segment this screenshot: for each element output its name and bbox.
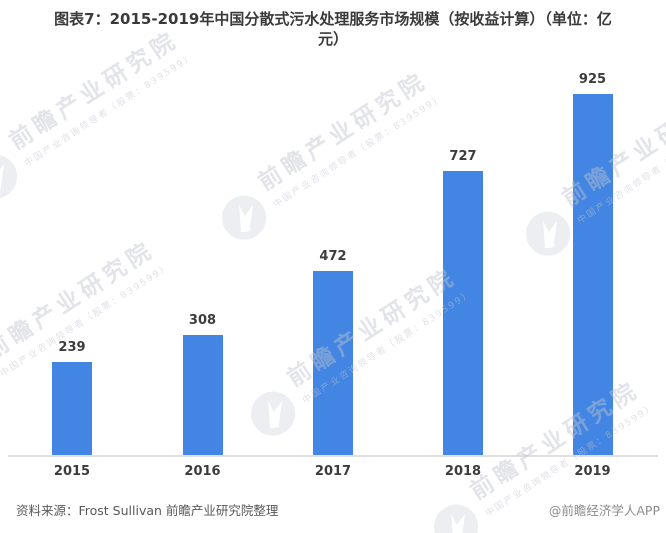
bar-2017 — [313, 271, 353, 455]
x-axis-line — [8, 455, 658, 457]
bar-2018 — [443, 171, 483, 455]
x-tick-label: 2017 — [314, 464, 352, 479]
bar-2016 — [182, 335, 223, 455]
bar-2019 — [572, 94, 613, 455]
x-tick-label: 2018 — [444, 464, 482, 479]
x-tick-label: 2019 — [574, 464, 611, 479]
bar-value-label: 925 — [578, 72, 607, 87]
bar-value-label: 239 — [58, 340, 86, 355]
brand-text: @前瞻经济学人APP — [548, 503, 660, 518]
x-tick-label: 2016 — [184, 464, 221, 479]
bar-value-label: 472 — [319, 249, 347, 264]
x-tick-label: 2015 — [53, 464, 91, 479]
bar-2015 — [52, 362, 92, 455]
chart-title: 图表7：2015-2019年中国分散式污水处理服务市场规模（按收益计算）（单位：… — [0, 10, 666, 49]
chart-title-line1: 图表7：2015-2019年中国分散式污水处理服务市场规模（按收益计算）（单位：… — [54, 10, 612, 28]
bar-value-label: 308 — [188, 313, 217, 328]
bar-value-label: 727 — [449, 149, 477, 164]
source-text: 资料来源：Frost Sullivan 前瞻产业研究院整理 — [16, 503, 279, 518]
chart-title-line2: 元） — [317, 29, 348, 48]
